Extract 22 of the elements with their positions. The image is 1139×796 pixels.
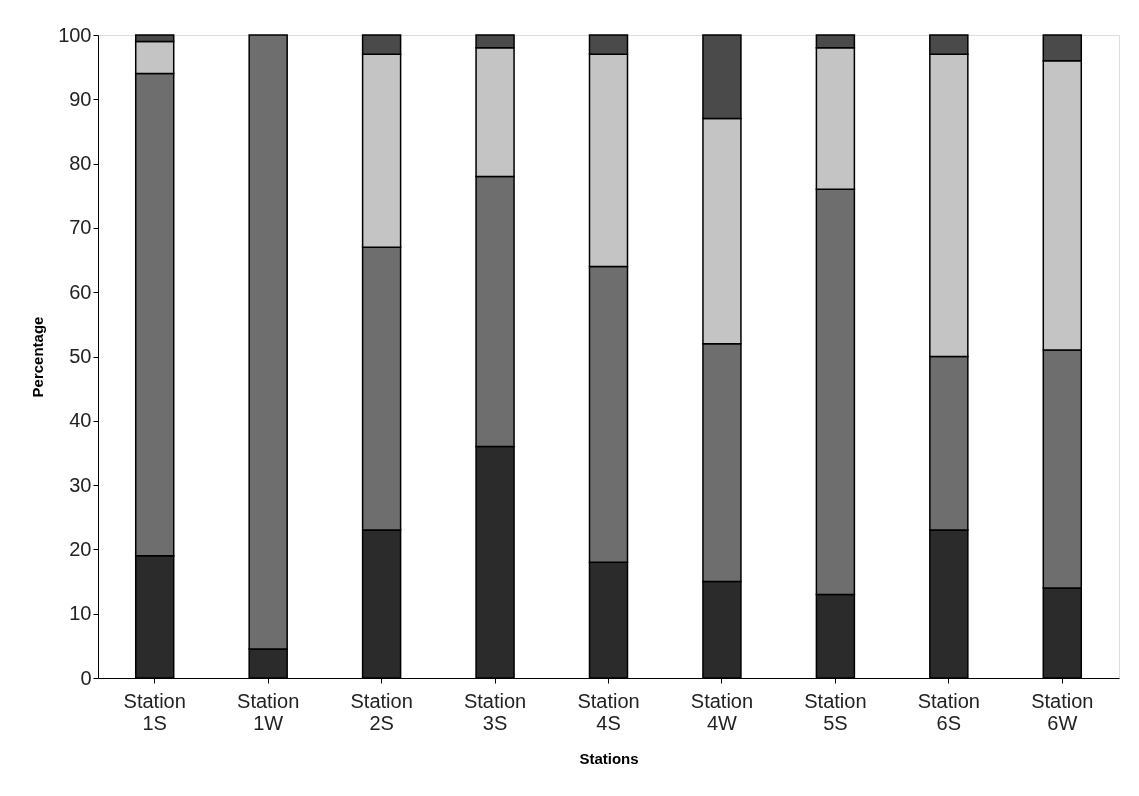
y-tick-label: 80 [69, 152, 92, 175]
x-tick-label: Station 1S [123, 689, 186, 734]
x-tick-label: Station 3S [463, 689, 527, 734]
y-tick-label: 60 [69, 280, 92, 303]
x-tick-label: Station 6S [917, 689, 980, 734]
y-tick-label: 70 [69, 216, 92, 239]
x-tick-label: Station 5S [804, 689, 867, 734]
x-tick-label: Station 4W [690, 689, 754, 734]
x-tick-label: Station 2S [350, 689, 413, 734]
y-tick-label: 50 [69, 345, 92, 367]
x-tick-label: Station 6W [1031, 689, 1094, 734]
y-tick-label: 100 [58, 23, 92, 46]
y-tick-label: 40 [69, 409, 92, 432]
x-tick-label: Station 1W [237, 689, 300, 734]
x-tick-label: Station 4S [577, 689, 640, 734]
y-tick-label: 20 [69, 537, 92, 560]
y-tick-label: 0 [80, 666, 92, 689]
y-axis-title: Percentage [29, 316, 47, 398]
x-axis-title: Stations [579, 749, 639, 767]
y-tick-label: 90 [69, 87, 92, 110]
y-tick-label: 10 [69, 602, 92, 625]
y-tick-label: 30 [69, 473, 92, 496]
